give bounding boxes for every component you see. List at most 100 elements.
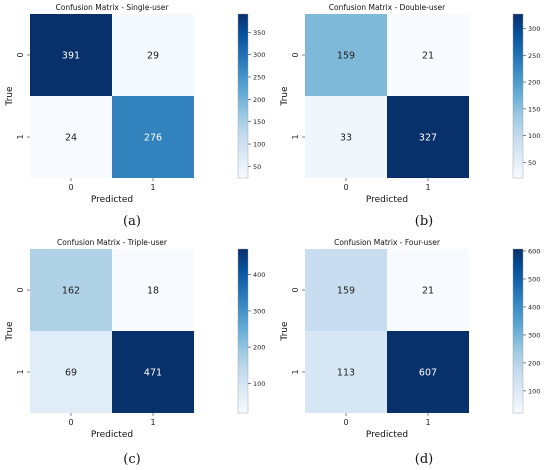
panel-a: Confusion Matrix - Single-user 391 29 24 276… xyxy=(0,0,275,235)
heatmap-cell xyxy=(387,14,469,96)
colorbar-tick-label: 100 xyxy=(528,132,540,140)
x-axis-label: Predicted xyxy=(91,195,133,205)
heatmap-cell xyxy=(112,249,194,331)
panel-b: Confusion Matrix - Double-user 159 21 33 327… xyxy=(275,0,550,235)
heatmap-cell xyxy=(305,331,387,413)
x-tick-label: 1 xyxy=(425,418,430,427)
colorbar-tick-label: 600 xyxy=(528,247,540,255)
cell-value-label: 113 xyxy=(337,368,355,379)
x-axis-label: Predicted xyxy=(366,430,408,440)
colorbar-tick-label: 200 xyxy=(253,96,265,104)
chart-title: Confusion Matrix - Single-user xyxy=(56,3,170,12)
heatmap-cell xyxy=(387,331,469,413)
chart-title: Confusion Matrix - Triple-user xyxy=(57,238,168,247)
cell-value-label: 391 xyxy=(62,51,80,62)
cell-value-label: 69 xyxy=(65,368,77,379)
heatmap-cell xyxy=(305,14,387,96)
colorbar-tick-label: 350 xyxy=(253,29,265,37)
cell-value-label: 159 xyxy=(337,51,355,62)
y-axis-label: True xyxy=(280,86,290,107)
y-tick-label: 1 xyxy=(16,369,25,374)
y-tick-label: 0 xyxy=(291,52,300,57)
cell-value-label: 159 xyxy=(337,286,355,297)
x-axis-label: Predicted xyxy=(366,195,408,205)
heatmap-cell xyxy=(305,249,387,331)
x-tick-label: 1 xyxy=(150,183,155,192)
heatmap-svg: Confusion Matrix - Triple-user 162 18 69 471… xyxy=(5,238,265,440)
colorbar-tick-label: 50 xyxy=(528,159,536,167)
heatmap-svg: Confusion Matrix - Single-user 391 29 24 276… xyxy=(5,3,265,205)
cell-value-label: 471 xyxy=(144,368,162,379)
cell-value-label: 162 xyxy=(62,286,80,297)
y-tick-label: 0 xyxy=(16,287,25,292)
x-tick-label: 1 xyxy=(425,183,430,192)
caption-b: (b) xyxy=(414,214,434,229)
caption-c: (c) xyxy=(123,452,141,467)
heatmap-cell xyxy=(387,96,469,178)
cell-value-label: 24 xyxy=(65,133,77,144)
heatmap-cell xyxy=(387,249,469,331)
heatmap-cell xyxy=(112,96,194,178)
colorbar xyxy=(512,248,524,414)
y-axis-label: True xyxy=(280,321,290,342)
x-tick-label: 0 xyxy=(343,418,348,427)
y-tick-label: 0 xyxy=(291,287,300,292)
y-tick-label: 1 xyxy=(291,134,300,139)
cell-value-label: 327 xyxy=(419,133,437,144)
colorbar-tick-label: 300 xyxy=(253,51,265,59)
y-axis-label: True xyxy=(5,321,15,342)
colorbar-tick-label: 100 xyxy=(253,380,265,388)
colorbar-tick-label: 500 xyxy=(528,275,540,283)
heatmap-cell xyxy=(30,14,112,96)
colorbar-tick-label: 300 xyxy=(253,307,265,315)
colorbar xyxy=(512,13,524,179)
colorbar-tick-label: 150 xyxy=(528,105,540,113)
colorbar-tick-label: 150 xyxy=(253,118,265,126)
y-tick-label: 1 xyxy=(291,369,300,374)
heatmap-cell xyxy=(30,249,112,331)
x-tick-label: 0 xyxy=(343,183,348,192)
y-tick-label: 0 xyxy=(16,52,25,57)
caption-a: (a) xyxy=(123,214,141,229)
heatmap-svg: Confusion Matrix - Four-user 159 21 113 607 0… xyxy=(280,238,540,440)
heatmap-cell xyxy=(305,96,387,178)
cell-value-label: 29 xyxy=(147,51,159,62)
heatmap-cell xyxy=(30,331,112,413)
colorbar xyxy=(237,13,249,179)
y-tick-label: 1 xyxy=(16,134,25,139)
colorbar-tick-label: 300 xyxy=(528,25,540,33)
colorbar-tick-label: 400 xyxy=(528,303,540,311)
x-tick-label: 0 xyxy=(68,418,73,427)
cell-value-label: 21 xyxy=(422,286,434,297)
heatmap-svg: Confusion Matrix - Double-user 159 21 33 327… xyxy=(280,3,540,205)
heatmap-cell xyxy=(112,14,194,96)
caption-d: (d) xyxy=(414,452,434,467)
colorbar-tick-label: 200 xyxy=(253,344,265,352)
cell-value-label: 21 xyxy=(422,51,434,62)
panel-c: Confusion Matrix - Triple-user 162 18 69 471… xyxy=(0,235,275,470)
cell-value-label: 33 xyxy=(340,133,352,144)
colorbar-tick-label: 250 xyxy=(528,52,540,60)
chart-title: Confusion Matrix - Four-user xyxy=(334,238,441,247)
heatmap-cell xyxy=(112,331,194,413)
x-axis-label: Predicted xyxy=(91,430,133,440)
colorbar-tick-label: 400 xyxy=(253,271,265,279)
chart-title: Confusion Matrix - Double-user xyxy=(329,3,446,12)
colorbar-tick-label: 250 xyxy=(253,74,265,82)
panel-d: Confusion Matrix - Four-user 159 21 113 607 0… xyxy=(275,235,550,470)
colorbar-tick-label: 200 xyxy=(528,79,540,87)
cell-value-label: 607 xyxy=(419,368,437,379)
x-tick-label: 0 xyxy=(68,183,73,192)
colorbar-tick-label: 50 xyxy=(253,163,261,171)
cell-value-label: 18 xyxy=(147,286,159,297)
heatmap-cell xyxy=(30,96,112,178)
cell-value-label: 276 xyxy=(144,133,162,144)
x-tick-label: 1 xyxy=(150,418,155,427)
colorbar-tick-label: 100 xyxy=(528,387,540,395)
colorbar-tick-label: 100 xyxy=(253,141,265,149)
colorbar-tick-label: 300 xyxy=(528,331,540,339)
colorbar-tick-label: 200 xyxy=(528,359,540,367)
y-axis-label: True xyxy=(5,86,15,107)
colorbar xyxy=(237,248,249,414)
